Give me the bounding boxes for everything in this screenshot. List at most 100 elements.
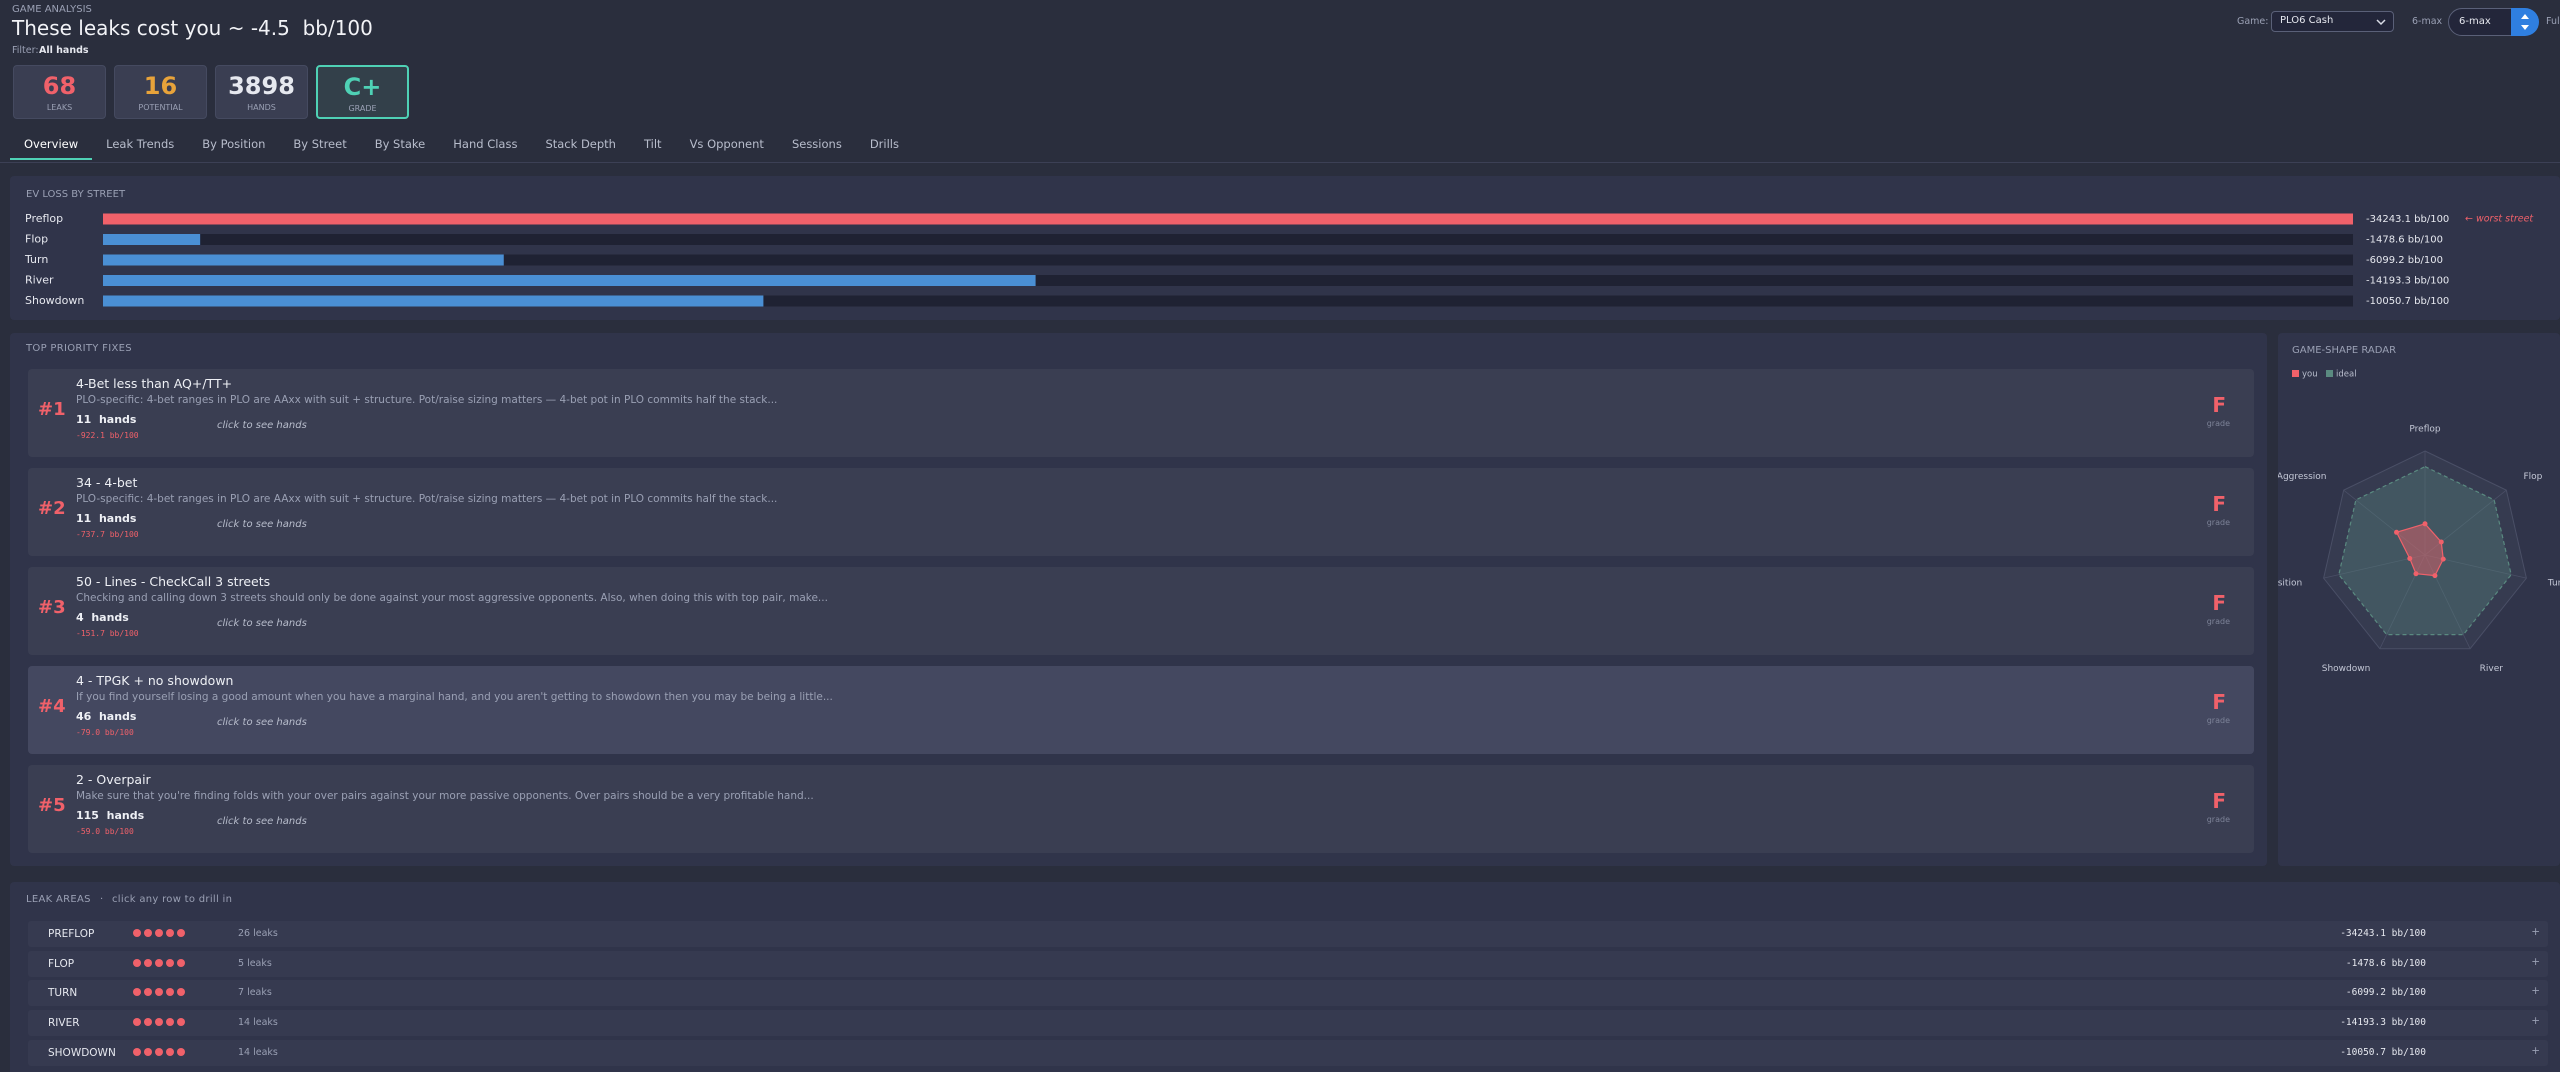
next-option[interactable]: Full	[2546, 16, 2560, 27]
legend-label: you	[2302, 370, 2318, 380]
fix-action[interactable]: click to see hands	[217, 717, 307, 728]
leak-row[interactable]: RIVER 14 leaks -14193.3 bb/100 +	[28, 1010, 2548, 1037]
eyebrow: GAME ANALYSIS	[12, 4, 92, 15]
leak-ev: -14193.3 bb/100	[2340, 1017, 2426, 1029]
expand-button[interactable]: +	[2531, 926, 2540, 938]
tab[interactable]: Tilt	[643, 137, 662, 151]
bar	[103, 275, 1036, 286]
category-label: Turn	[24, 253, 48, 266]
radar-area	[2395, 523, 2444, 577]
tab[interactable]: Overview	[10, 130, 93, 160]
game-value: PLO6 Cash	[2280, 15, 2334, 26]
fix-rank: #4	[38, 696, 66, 717]
tab[interactable]: By Street	[293, 137, 347, 151]
fix-card[interactable]: #3 50 - Lines - CheckCall 3 streets Checki…	[28, 567, 2254, 655]
stat-card: 68 LEAKS	[13, 65, 106, 119]
bar-track	[103, 275, 2353, 286]
ev-panel: EV LOSS BY STREET Preflop -34243.1 bb/100 ←…	[10, 176, 2560, 320]
fix-grade-label: grade	[2206, 815, 2230, 824]
leak-name: SHOWDOWN	[48, 1046, 116, 1059]
severity-dots	[133, 988, 185, 997]
toggle-button[interactable]	[2511, 8, 2539, 36]
leak-panel: LEAK AREAS · click any row to drill in P…	[10, 882, 2560, 1072]
severity-dot	[177, 1047, 185, 1056]
filter-label: Filter:	[12, 45, 39, 56]
fix-action[interactable]: click to see hands	[217, 519, 307, 530]
table-input[interactable]: 6-max	[2448, 8, 2514, 36]
value-label: -1478.6 bb/100	[2366, 235, 2443, 246]
tab[interactable]: Stack Depth	[545, 137, 616, 151]
chart-title: GAME-SHAPE RADAR	[2292, 345, 2396, 356]
leak-count: 7 leaks	[238, 987, 272, 999]
severity-dots	[133, 958, 185, 967]
fixes-title: TOP PRIORITY FIXES	[26, 343, 132, 354]
fix-grade: F	[2212, 492, 2226, 516]
radar-point	[2432, 573, 2438, 579]
filter-value[interactable]: All hands	[39, 45, 89, 56]
expand-button[interactable]: +	[2531, 1044, 2540, 1057]
game-select[interactable]: PLO6 Cash	[2271, 11, 2394, 32]
leak-row[interactable]: PREFLOP 26 leaks -34243.1 bb/100 +	[28, 921, 2548, 947]
bar	[103, 234, 201, 245]
fix-title: 50 - Lines - CheckCall 3 streets	[76, 574, 271, 589]
chevron-icon	[2376, 19, 2386, 26]
severity-dot	[155, 929, 163, 937]
tab[interactable]: By Position	[202, 137, 266, 151]
stat-card: 16 POTENTIAL	[114, 65, 207, 119]
fix-grade-label: grade	[2206, 518, 2230, 527]
bar-track	[103, 254, 2353, 266]
fix-hands: 11 hands	[76, 512, 137, 525]
fix-action[interactable]: click to see hands	[217, 816, 307, 827]
fix-description: If you find yourself losing a good amoun…	[76, 691, 833, 703]
fix-description: Make sure that you're finding folds with…	[76, 790, 814, 802]
tab[interactable]: Drills	[869, 137, 899, 151]
annotation: ← worst street	[2465, 214, 2534, 225]
radar-point	[2422, 521, 2428, 527]
fix-card[interactable]: #5 2 - Overpair Make sure that you're find…	[28, 765, 2254, 853]
fix-action[interactable]: click to see hands	[217, 618, 307, 629]
leak-count: 14 leaks	[238, 1017, 278, 1029]
severity-dots	[133, 1018, 185, 1027]
tab[interactable]: Leak Trends	[106, 137, 175, 151]
leak-ev: -10050.7 bb/100	[2340, 1046, 2426, 1058]
leak-count: 26 leaks	[238, 928, 278, 939]
chart-title: EV LOSS BY STREET	[26, 189, 126, 200]
tab[interactable]: By Stake	[374, 137, 426, 151]
axis-label: Aggression	[2278, 472, 2326, 482]
leak-row[interactable]: FLOP 5 leaks -1478.6 bb/100 +	[28, 950, 2548, 977]
fix-ev: -737.7 bb/100	[76, 530, 139, 539]
expand-button[interactable]: +	[2531, 985, 2540, 998]
fix-action[interactable]: click to see hands	[217, 420, 307, 431]
fix-card[interactable]: #4 4 - TPGK + no showdown If you find your…	[28, 666, 2254, 754]
severity-dot	[177, 958, 185, 967]
separator: ·	[100, 894, 104, 905]
stat-label: LEAKS	[46, 103, 73, 112]
tab[interactable]: Vs Opponent	[689, 137, 764, 151]
leak-ev: -1478.6 bb/100	[2345, 957, 2426, 969]
radar-point	[2413, 571, 2419, 577]
ev-chart: EV LOSS BY STREET Preflop -34243.1 bb/100 ←…	[24, 189, 2534, 307]
severity-dot	[166, 929, 174, 937]
expand-button[interactable]: +	[2531, 955, 2540, 968]
value-label: -6099.2 bb/100	[2366, 255, 2443, 266]
expand-button[interactable]: +	[2531, 1015, 2540, 1028]
fixes-panel: TOP PRIORITY FIXES #1 4-Bet less than AQ+…	[10, 333, 2267, 866]
leak-ev: -34243.1 bb/100	[2340, 928, 2426, 939]
bar-track	[103, 295, 2353, 307]
leak-count: 5 leaks	[238, 957, 272, 969]
fix-rank: #3	[38, 597, 66, 618]
tab[interactable]: Sessions	[791, 137, 842, 151]
leak-name: PREFLOP	[48, 928, 95, 940]
radar-spoke	[2424, 554, 2471, 649]
legend-swatch	[2326, 370, 2333, 377]
tab[interactable]: Hand Class	[453, 137, 518, 151]
severity-dot	[177, 988, 185, 997]
leak-row[interactable]: TURN 7 leaks -6099.2 bb/100 +	[28, 980, 2548, 1007]
fix-card[interactable]: #1 4-Bet less than AQ+/TT+ PLO-specific: 4…	[28, 369, 2254, 457]
leak-name: TURN	[48, 987, 78, 1000]
severity-dot	[155, 988, 163, 997]
fix-card[interactable]: #2 34 - 4-bet PLO-specific: 4-bet ranges i…	[28, 468, 2254, 556]
fix-description: Checking and calling down 3 streets shou…	[76, 592, 828, 604]
leak-row[interactable]: SHOWDOWN 14 leaks -10050.7 bb/100 +	[28, 1039, 2548, 1066]
fix-description: PLO-specific: 4-bet ranges in PLO are AA…	[76, 493, 778, 505]
